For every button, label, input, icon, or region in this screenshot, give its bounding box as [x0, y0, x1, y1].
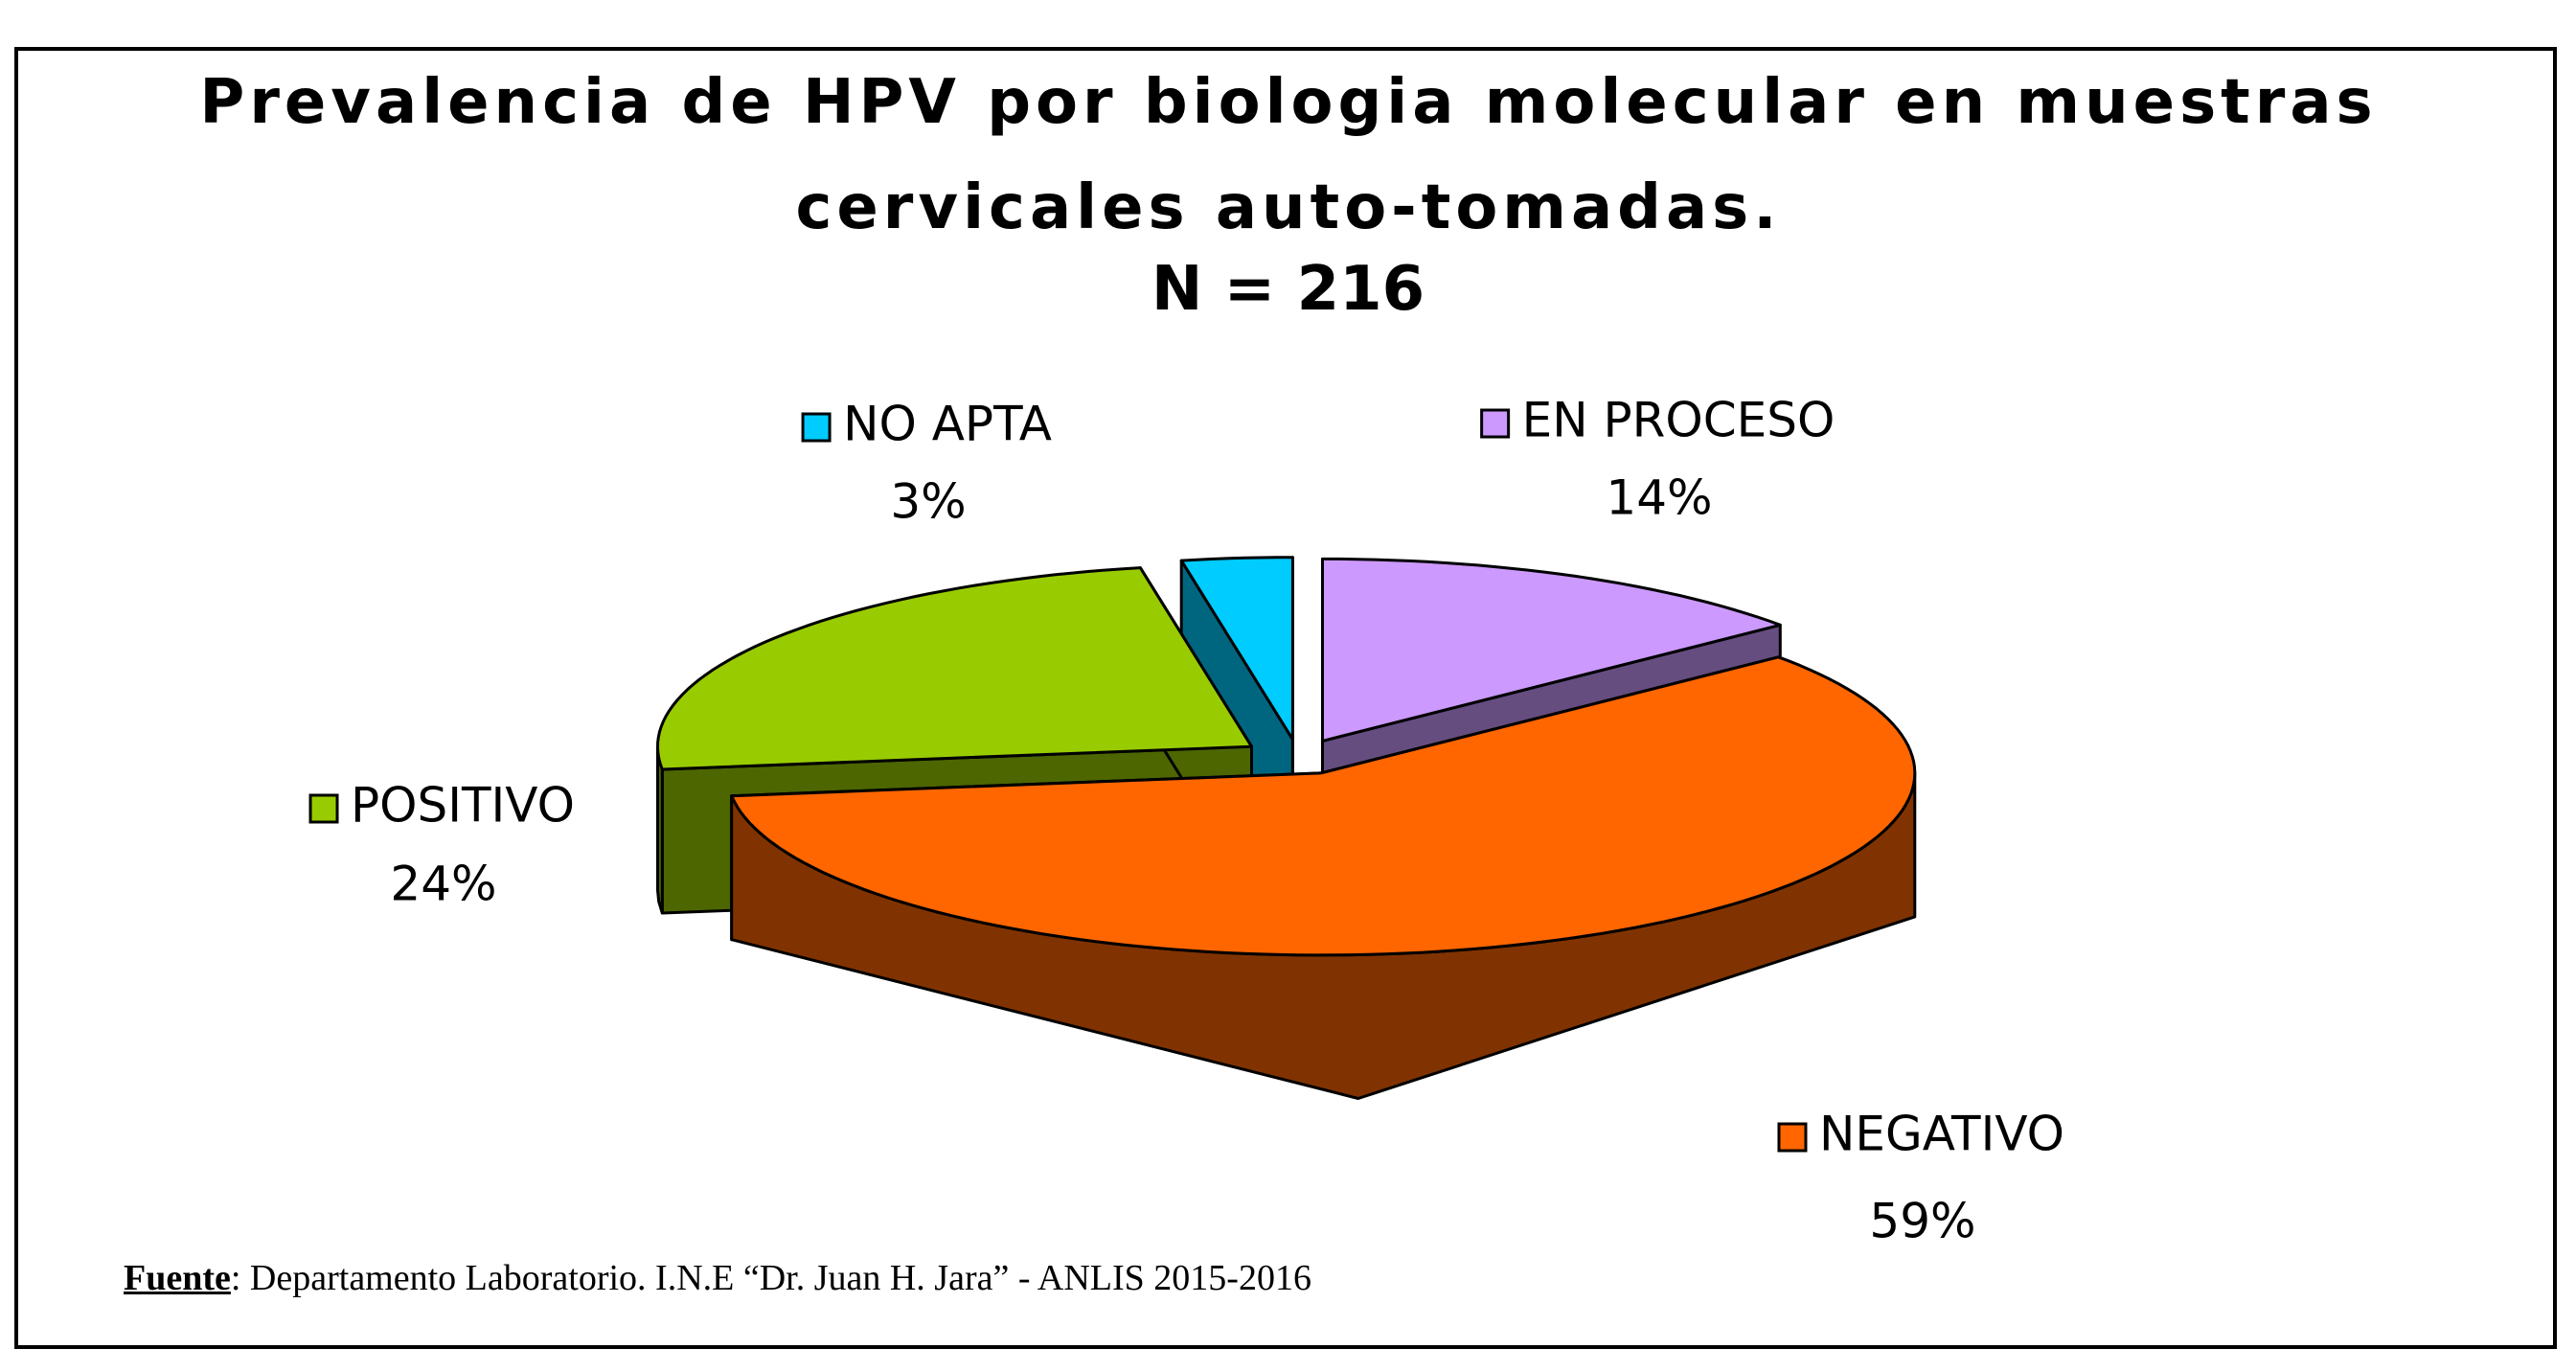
source-text: : Departamento Laboratorio. I.N.E “Dr. J… — [230, 1258, 1311, 1298]
slice-label: NEGATIVO — [1819, 1107, 2064, 1162]
source-label: Fuente — [124, 1258, 231, 1298]
legend-swatch — [1480, 408, 1511, 439]
legend-swatch — [308, 793, 339, 824]
slice — [1179, 556, 1294, 742]
slice — [1321, 557, 1782, 743]
slice — [656, 566, 1253, 771]
slice — [730, 655, 1917, 957]
slice-label: POSITIVO — [351, 778, 575, 834]
value-label: 14% — [1606, 470, 1712, 526]
legend-swatch — [1777, 1122, 1808, 1153]
chart-title: Prevalencia de HPV por biologia molecula… — [199, 67, 2378, 243]
chart-frame — [14, 47, 2557, 1349]
chart-subtitle: N = 216 — [1151, 254, 1425, 325]
legend-swatch — [801, 412, 832, 443]
value-label: 59% — [1869, 1194, 1975, 1249]
slice-label: NO APTA — [843, 397, 1052, 452]
slice-label: EN PROCESO — [1522, 393, 1835, 448]
value-label: 24% — [390, 857, 496, 912]
slice-wall — [656, 744, 664, 915]
value-label: 3% — [890, 474, 966, 530]
source-note: Fuente: Departamento Laboratorio. I.N.E … — [124, 1257, 1311, 1299]
